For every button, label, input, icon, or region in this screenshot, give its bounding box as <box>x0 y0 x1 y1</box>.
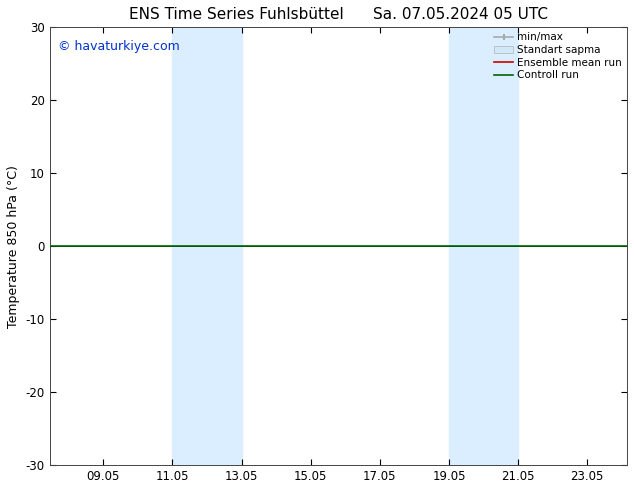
Legend: min/max, Standart sapma, Ensemble mean run, Controll run: min/max, Standart sapma, Ensemble mean r… <box>492 30 624 82</box>
Bar <box>449 27 518 465</box>
Text: © havaturkiye.com: © havaturkiye.com <box>58 40 180 53</box>
Bar <box>172 27 242 465</box>
Y-axis label: Temperature 850 hPa (°C): Temperature 850 hPa (°C) <box>7 165 20 328</box>
Title: ENS Time Series Fuhlsbüttel      Sa. 07.05.2024 05 UTC: ENS Time Series Fuhlsbüttel Sa. 07.05.20… <box>129 7 548 22</box>
